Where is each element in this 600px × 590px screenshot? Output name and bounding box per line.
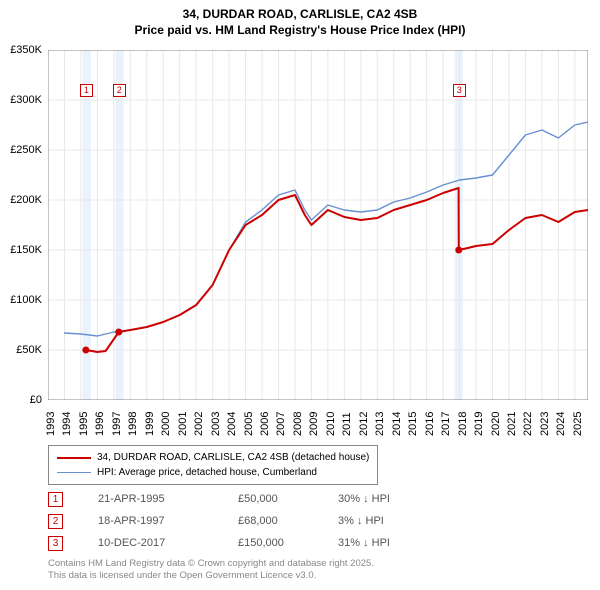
x-tick-label: 2015 <box>407 412 419 436</box>
y-tick-label: £100K <box>10 294 42 306</box>
legend-swatch <box>57 457 91 459</box>
x-tick-label: 1994 <box>61 412 73 436</box>
x-tick-label: 2010 <box>325 412 337 436</box>
y-tick-label: £200K <box>10 194 42 206</box>
chart-title: 34, DURDAR ROAD, CARLISLE, CA2 4SB Price… <box>0 0 600 38</box>
x-tick-label: 2007 <box>275 412 287 436</box>
x-tick-label: 2017 <box>440 412 452 436</box>
x-tick-label: 2011 <box>341 412 353 436</box>
x-tick-label: 2009 <box>308 412 320 436</box>
legend-label: 34, DURDAR ROAD, CARLISLE, CA2 4SB (deta… <box>97 450 369 465</box>
footer-line-1: Contains HM Land Registry data © Crown c… <box>48 558 374 570</box>
y-tick-label: £300K <box>10 94 42 106</box>
x-tick-label: 2020 <box>490 412 502 436</box>
x-tick-label: 2001 <box>177 412 189 436</box>
sale-marker-label: 2 <box>113 84 126 97</box>
sale-price: £150,000 <box>238 537 338 549</box>
y-tick-label: £50K <box>16 344 42 356</box>
x-tick-label: 2019 <box>473 412 485 436</box>
y-tick-label: £250K <box>10 144 42 156</box>
sales-table: 1 21-APR-1995£50,00030% ↓ HPI 2 18-APR-1997… <box>48 488 458 554</box>
sale-marker-label: 3 <box>453 84 466 97</box>
footer-attribution: Contains HM Land Registry data © Crown c… <box>48 558 374 583</box>
x-tick-label: 1993 <box>45 412 57 436</box>
x-tick-label: 1998 <box>127 412 139 436</box>
x-tick-label: 2002 <box>193 412 205 436</box>
x-tick-label: 2024 <box>555 412 567 436</box>
x-tick-label: 1995 <box>78 412 90 436</box>
chart-svg <box>48 50 588 400</box>
x-tick-label: 2018 <box>457 412 469 436</box>
y-tick-label: £0 <box>30 394 42 406</box>
sale-date: 10-DEC-2017 <box>98 537 238 549</box>
sale-price: £68,000 <box>238 515 338 527</box>
sale-marker-number: 1 <box>48 492 63 507</box>
sale-date: 18-APR-1997 <box>98 515 238 527</box>
sale-hpi-diff: 3% ↓ HPI <box>338 515 458 527</box>
legend-box: 34, DURDAR ROAD, CARLISLE, CA2 4SB (deta… <box>48 445 378 485</box>
y-tick-label: £350K <box>10 44 42 56</box>
x-tick-label: 2025 <box>572 412 584 436</box>
sales-table-row: 3 10-DEC-2017£150,00031% ↓ HPI <box>48 532 458 554</box>
y-tick-label: £150K <box>10 244 42 256</box>
x-tick-label: 2008 <box>292 412 304 436</box>
chart-container: 34, DURDAR ROAD, CARLISLE, CA2 4SB Price… <box>0 0 600 590</box>
title-line-1: 34, DURDAR ROAD, CARLISLE, CA2 4SB <box>0 6 600 22</box>
sale-marker-number: 3 <box>48 536 63 551</box>
x-tick-label: 1996 <box>94 412 106 436</box>
x-tick-label: 2006 <box>259 412 271 436</box>
chart-plot-area: 1 2 3 <box>48 50 588 400</box>
sale-hpi-diff: 31% ↓ HPI <box>338 537 458 549</box>
legend-label: HPI: Average price, detached house, Cumb… <box>97 465 317 480</box>
x-tick-label: 1999 <box>144 412 156 436</box>
x-tick-label: 2003 <box>210 412 222 436</box>
x-tick-label: 2021 <box>506 412 518 436</box>
x-tick-label: 2022 <box>522 412 534 436</box>
sale-date: 21-APR-1995 <box>98 493 238 505</box>
x-tick-label: 2000 <box>160 412 172 436</box>
x-tick-label: 2005 <box>243 412 255 436</box>
legend-item: HPI: Average price, detached house, Cumb… <box>57 465 369 480</box>
x-tick-label: 2014 <box>391 412 403 436</box>
y-axis-ticks: £0£50K£100K£150K£200K£250K£300K£350K <box>0 50 46 400</box>
legend-swatch <box>57 472 91 473</box>
title-line-2: Price paid vs. HM Land Registry's House … <box>0 22 600 38</box>
x-tick-label: 1997 <box>111 412 123 436</box>
x-tick-label: 2013 <box>374 412 386 436</box>
x-tick-label: 2016 <box>424 412 436 436</box>
sale-marker-number: 2 <box>48 514 63 529</box>
sales-table-row: 2 18-APR-1997£68,0003% ↓ HPI <box>48 510 458 532</box>
x-tick-label: 2012 <box>358 412 370 436</box>
sale-hpi-diff: 30% ↓ HPI <box>338 493 458 505</box>
legend-item: 34, DURDAR ROAD, CARLISLE, CA2 4SB (deta… <box>57 450 369 465</box>
x-tick-label: 2004 <box>226 412 238 436</box>
footer-line-2: This data is licensed under the Open Gov… <box>48 570 374 582</box>
x-tick-label: 2023 <box>539 412 551 436</box>
sales-table-row: 1 21-APR-1995£50,00030% ↓ HPI <box>48 488 458 510</box>
sale-price: £50,000 <box>238 493 338 505</box>
sale-marker-label: 1 <box>80 84 93 97</box>
